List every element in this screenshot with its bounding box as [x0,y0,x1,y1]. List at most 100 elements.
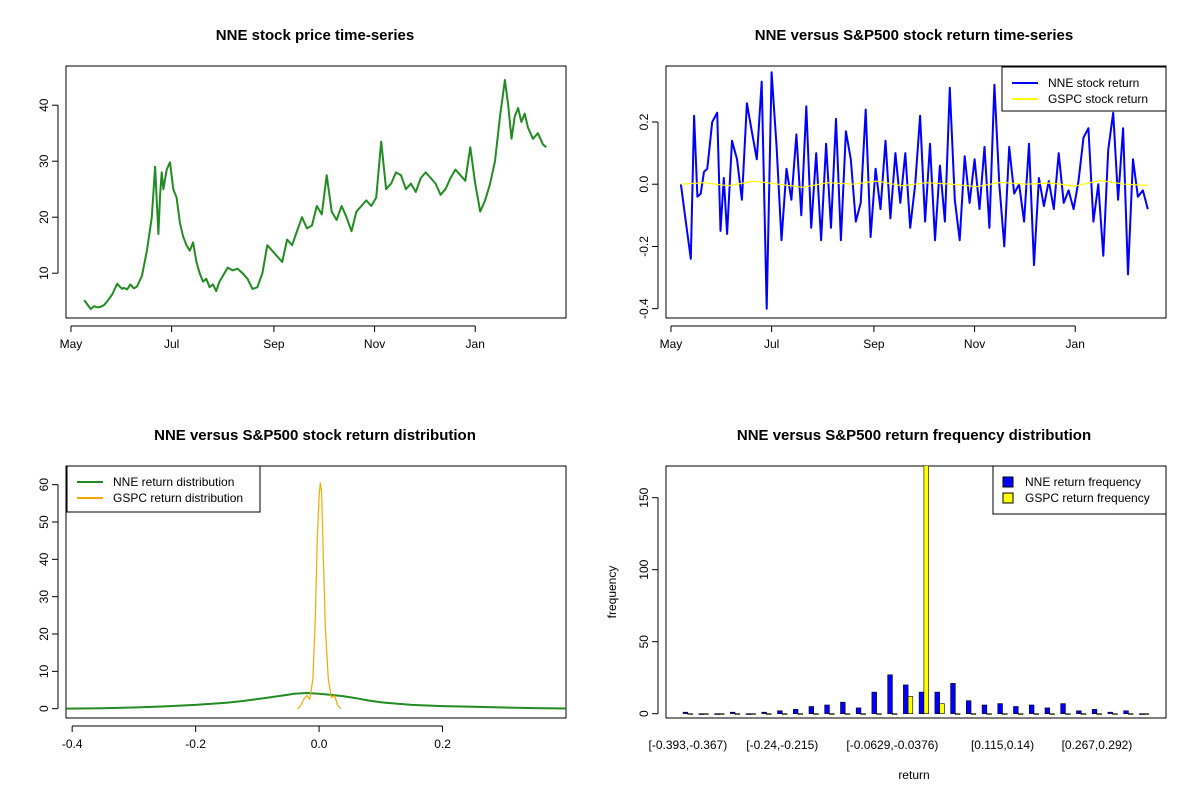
y-tick-label: 0 [37,705,51,712]
legend-label: GSPC return frequency [1025,491,1150,505]
nne-return-line [679,71,1149,310]
nne-frequency-bar [698,713,704,715]
nne-frequency-bar [1013,706,1019,714]
nne-frequency-bar [729,711,736,714]
gspc-frequency-bar [923,466,929,714]
gspc-frequency-bar [1017,713,1024,715]
x-tick-label: Nov [964,337,985,351]
gspc-frequency-bar [986,713,992,715]
gspc-frequency-bar [1080,713,1087,715]
gspc-frequency-bar [876,713,882,715]
x-tick-label: Sep [263,337,285,351]
x-tick-label: [-0.0629,-0.0376) [846,738,938,752]
gspc-frequency-bar [954,713,961,715]
y-tick-label: 0.2 [637,113,651,130]
chart-title: NNE versus S&P500 return frequency distr… [737,427,1091,444]
nne-frequency-bar [887,674,893,714]
y-tick-label: 0 [637,710,651,717]
x-tick-label: [0.115,0.14) [971,738,1034,752]
y-tick-label: 20 [37,210,51,224]
y-tick-label: 150 [637,487,651,507]
x-tick-label: Jan [466,337,485,351]
nne-frequency-bar [950,683,956,714]
y-tick-label: 10 [37,266,51,280]
x-tick-label: Jul [764,337,779,351]
plot-frame [665,465,1167,719]
nne-frequency-bar [1029,704,1035,714]
nne-frequency-bar [855,707,862,715]
x-tick-label: May [60,337,83,351]
nne-frequency-bar [997,703,1003,714]
x-tick-label: May [660,337,683,351]
x-tick-label: Sep [863,337,885,351]
gspc-frequency-bar [860,713,866,715]
price-panel: NNE stock price time-series 10 20 30 40 May J… [37,27,567,351]
legend-box [992,465,1167,515]
legend-label: NNE return frequency [1025,475,1141,489]
y-tick-label: 100 [637,559,651,579]
gspc-frequency-bar [1049,713,1055,715]
x-tick-label: 0.0 [311,737,328,751]
y-tick-label: -0.2 [637,236,651,257]
gspc-frequency-bar [766,713,772,715]
y-tick-label: 40 [37,552,51,566]
nne-frequency-bar [792,709,799,715]
density-panel: NNE versus S&P500 stock return distribut… [37,427,567,751]
legend-swatch [1002,476,1014,488]
y-tick-label: 0.0 [637,176,651,193]
legend-label: GSPC return distribution [113,491,243,505]
nne-frequency-bar [871,691,877,714]
nne-frequency-bar [777,710,783,714]
y-tick-label: 50 [637,635,651,649]
bar-group [682,466,1150,715]
nne-frequency-bar [965,700,972,715]
nne-frequency-bar [1107,711,1113,714]
x-tick-label: Jan [1066,337,1085,351]
y-tick-label: 60 [37,478,51,492]
y-tick-label: 50 [37,515,51,529]
nne-density-line [65,692,567,710]
returns-panel: NNE versus S&P500 stock return time-seri… [637,27,1167,351]
gspc-frequency-bar [970,713,977,715]
gspc-frequency-bar [1112,713,1118,715]
price-line [83,79,547,310]
gspc-frequency-bar [1128,713,1134,715]
chart-title: NNE versus S&P500 stock return distribut… [154,427,476,444]
x-tick-label: -0.4 [62,737,83,751]
gspc-frequency-bar [687,713,693,715]
gspc-frequency-bar [813,713,819,715]
nne-frequency-bar [840,701,846,715]
x-tick-label: 0.2 [434,737,451,751]
nne-frequency-bar [1123,710,1129,714]
nne-frequency-bar [1044,707,1050,715]
x-tick-label: [-0.393,-0.367) [649,738,728,752]
chart-title: NNE versus S&P500 stock return time-seri… [755,27,1073,44]
y-tick-label: -0.4 [637,298,651,319]
nne-frequency-bar [745,713,752,715]
gspc-frequency-bar [750,713,756,715]
x-tick-label: Nov [364,337,385,351]
x-tick-label: [-0.24,-0.215) [746,738,818,752]
y-tick-label: 10 [37,664,51,678]
legend-label: NNE return distribution [113,475,234,489]
nne-frequency-bar [824,704,830,714]
nne-frequency-bar [934,691,940,714]
gspc-frequency-bar [1033,713,1039,715]
x-tick-label: -0.2 [185,737,206,751]
y-tick-label: 20 [37,627,51,641]
gspc-frequency-bar [1002,713,1008,715]
nne-frequency-bar [761,711,767,714]
y-tick-label: 40 [37,98,51,112]
legend-label: GSPC stock return [1048,92,1148,106]
nne-frequency-bar [808,706,814,714]
gspc-return-line [680,179,1148,188]
x-tick-label: Jul [164,337,179,351]
nne-frequency-bar [1076,710,1082,714]
nne-frequency-bar [903,684,909,715]
nne-frequency-bar [714,713,720,715]
plot-frame [665,65,1167,319]
gspc-frequency-bar [1143,713,1150,715]
gspc-frequency-bar [703,713,709,715]
gspc-frequency-bar [907,696,914,715]
